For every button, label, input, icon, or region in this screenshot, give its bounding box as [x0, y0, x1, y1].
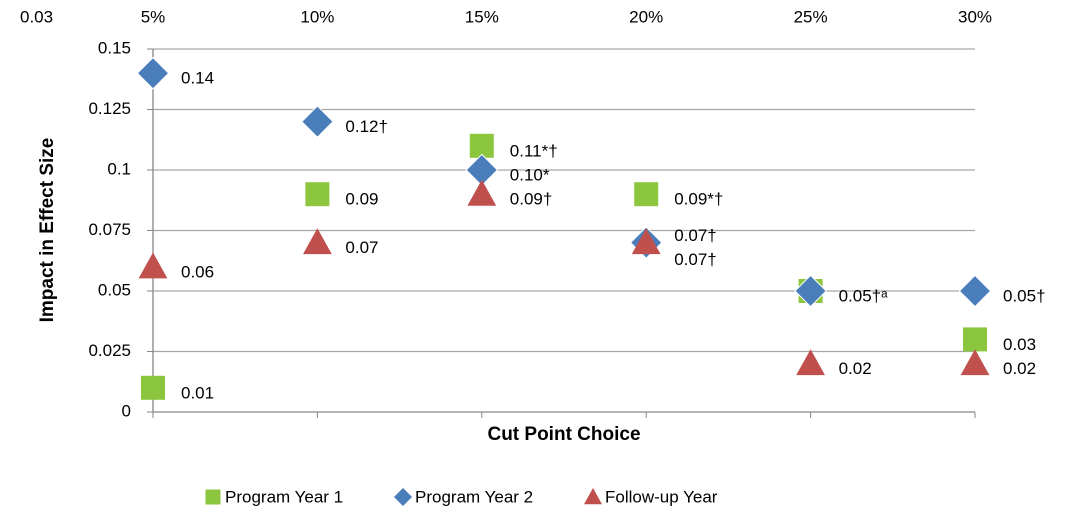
- x-tick-label: 5%: [141, 7, 166, 26]
- y-tick-label: 0.15: [98, 38, 131, 57]
- y-tick-label: 0.075: [88, 220, 131, 239]
- marker-diamond: [958, 274, 992, 308]
- data-label: 0.06: [181, 262, 214, 281]
- legend-label: Program Year 1: [225, 487, 343, 506]
- x-tick-label: 15%: [465, 7, 499, 26]
- legend-label: Follow-up Year: [605, 487, 718, 506]
- marker-square: [634, 182, 659, 207]
- y-tick-label: 0: [122, 401, 131, 420]
- y-tick-label: 0.05: [98, 280, 131, 299]
- y-axis-title: Impact in Effect Size: [37, 138, 58, 323]
- legend-label: Program Year 2: [415, 487, 533, 506]
- y-tick-label: 0.1: [107, 159, 131, 178]
- data-label: 0.11*†: [510, 141, 558, 160]
- data-label: 0.12†: [345, 117, 388, 136]
- data-label: 0.07: [345, 238, 378, 257]
- x-tick-label: 10%: [300, 7, 334, 26]
- marker-triangle: [631, 228, 661, 255]
- data-label: 0.07†: [674, 250, 717, 269]
- legend-marker: [205, 489, 221, 505]
- data-label: 0.09: [345, 190, 378, 209]
- data-label: 0.02: [839, 359, 872, 378]
- legend-marker: [392, 486, 414, 508]
- x-tick-label: 30%: [958, 7, 992, 26]
- marker-square: [963, 327, 987, 352]
- data-label: 0.02: [1003, 359, 1036, 378]
- data-label: 0.14: [181, 69, 214, 88]
- marker-diamond: [136, 56, 170, 90]
- data-label: 0.05†ᵃ: [839, 286, 889, 305]
- data-label: 0.10*: [510, 165, 550, 184]
- data-label: 0.01: [181, 383, 214, 402]
- y-tick-label: 0.125: [88, 99, 131, 118]
- data-label: 0.05†: [1003, 286, 1046, 305]
- marker-square: [305, 182, 330, 207]
- data-label: 0.03: [1003, 335, 1036, 354]
- data-label: 0.09*†: [674, 190, 723, 209]
- x-tick-label: 20%: [629, 7, 663, 26]
- marker-triangle: [796, 349, 825, 376]
- data-label: 0.07†: [674, 226, 717, 245]
- marker-diamond: [301, 105, 334, 138]
- marker-triangle: [303, 228, 332, 255]
- corner-label: 0.03: [20, 7, 53, 26]
- marker-diamond: [794, 274, 827, 308]
- y-tick-label: 0.025: [88, 341, 131, 360]
- x-tick-label: 25%: [794, 7, 828, 26]
- marker-triangle: [467, 179, 497, 206]
- legend-marker: [584, 488, 602, 505]
- x-axis-title: Cut Point Choice: [487, 424, 640, 445]
- marker-square: [141, 375, 165, 400]
- data-label: 0.09†: [510, 190, 553, 209]
- marker-triangle: [138, 252, 168, 279]
- marker-triangle: [960, 349, 990, 376]
